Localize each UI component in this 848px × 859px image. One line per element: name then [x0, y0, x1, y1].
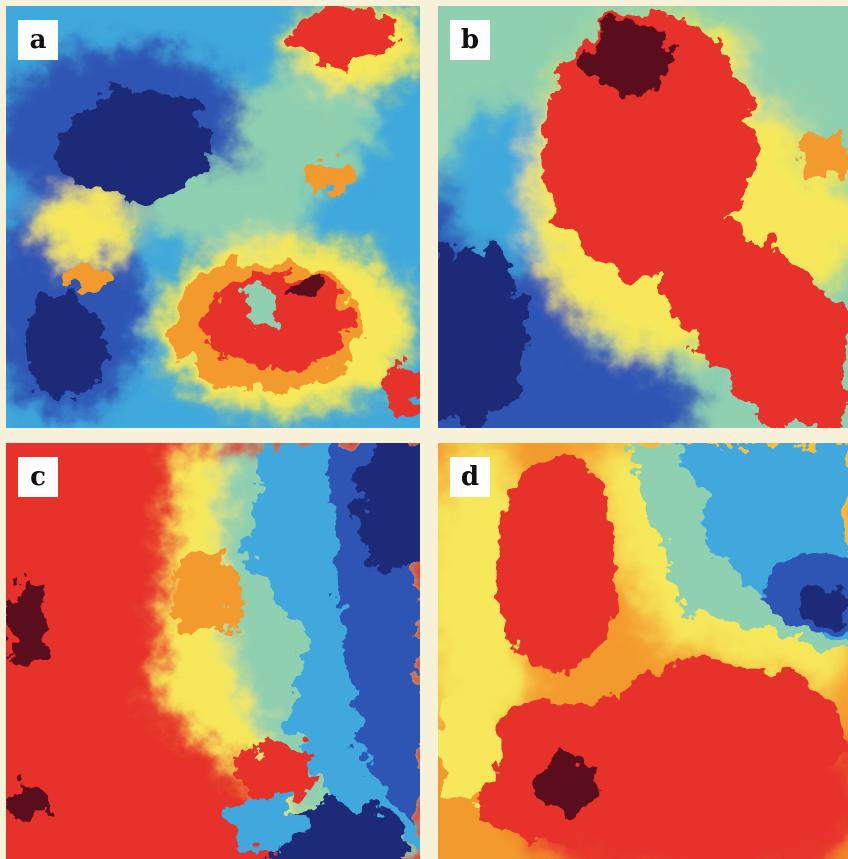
panel-d-label: d [450, 457, 490, 497]
panel-a-heatmap [6, 6, 420, 428]
panel-d-terrain-image: d [438, 443, 848, 859]
panel-b-terrain-image: b [438, 6, 848, 428]
panel-c-terrain-image: c [6, 443, 420, 859]
panel-c-heatmap [6, 443, 420, 859]
panel-b-label: b [450, 20, 490, 60]
panel-c-label: c [18, 457, 58, 497]
panel-d-heatmap [438, 443, 848, 859]
panel-a-label: a [18, 20, 58, 60]
panel-a-terrain-image: a [6, 6, 420, 428]
panel-b-heatmap [438, 6, 848, 428]
